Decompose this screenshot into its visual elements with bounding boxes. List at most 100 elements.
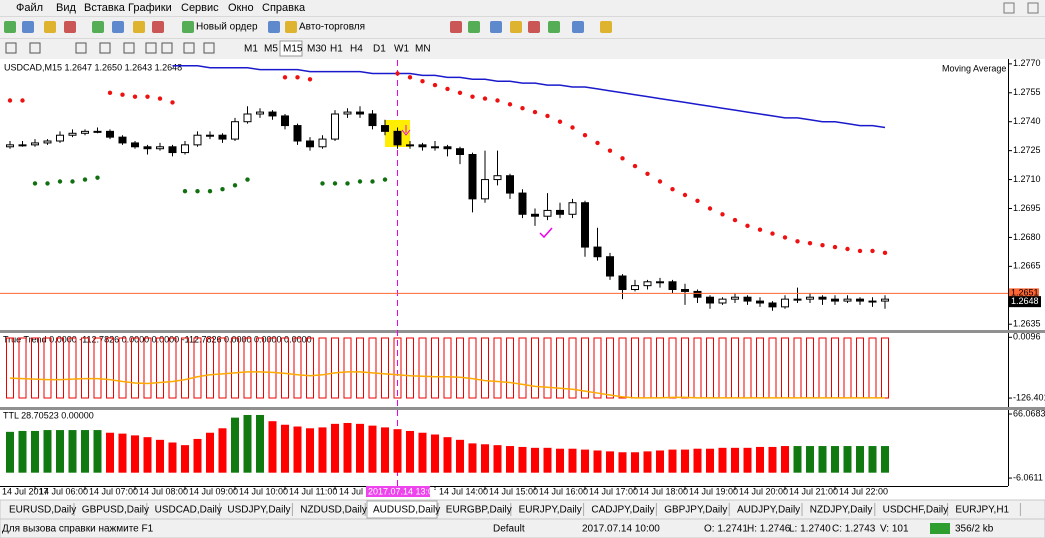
x-tick-label: 14 Jul 11:00	[289, 486, 337, 496]
candle-body	[131, 142, 139, 148]
ttl-bar	[756, 446, 764, 473]
ttl-bar	[518, 446, 527, 473]
y-tick-label: 1.2695	[1013, 203, 1041, 213]
x-tick-label: 14 Jul 06:00	[39, 486, 88, 496]
menu-item[interactable]: Сервис	[181, 2, 219, 14]
cursor-time-bg	[366, 486, 430, 497]
candle-body	[68, 132, 77, 136]
timeframe-button[interactable]: M5	[264, 44, 278, 55]
toolbar-icon[interactable]	[5, 42, 17, 54]
toolbar-icon[interactable]	[572, 21, 584, 33]
timeframe-button[interactable]: M15	[283, 44, 303, 55]
chart-tab[interactable]: NZDJPY,Daily	[810, 505, 873, 516]
chart-tab[interactable]: USDCAD,Daily	[155, 505, 222, 516]
toolbar-icon[interactable]	[510, 21, 522, 33]
sar-dot	[370, 179, 375, 184]
sell-arrow	[401, 125, 411, 136]
toolbar-icon[interactable]	[268, 21, 280, 33]
timeframe-button[interactable]: H1	[330, 44, 343, 55]
candle-body	[631, 285, 639, 290]
candle-body	[206, 134, 214, 137]
toolbar-icon[interactable]	[285, 21, 297, 33]
ttl-bar	[106, 432, 114, 473]
sar-dot	[520, 106, 525, 111]
toolbar-icon[interactable]	[133, 21, 145, 33]
candle-body	[218, 134, 227, 140]
chart-tab[interactable]: GBPJPY,Daily	[664, 505, 727, 516]
menu-item[interactable]: Вставка	[84, 2, 126, 14]
toolbar-icon[interactable]	[490, 21, 502, 33]
ttl-bar	[668, 449, 677, 473]
trend-bar	[281, 337, 289, 399]
toolbar-icon[interactable]	[22, 21, 34, 33]
timeframe-button[interactable]: M1	[244, 44, 258, 55]
toolbar-icon[interactable]	[528, 21, 540, 33]
chart-tab[interactable]: CADJPY,Daily	[591, 505, 654, 516]
trend-bar	[493, 337, 502, 399]
timeframe-button[interactable]: D1	[373, 44, 386, 55]
active-tab	[366, 500, 438, 519]
trend-bar	[556, 337, 564, 399]
toolbar-icon[interactable]	[99, 42, 111, 54]
chart-tab[interactable]: AUDUSD,Daily	[373, 505, 440, 516]
bid-label: 1.2648	[1011, 296, 1039, 306]
toolbar-icon[interactable]	[182, 21, 194, 33]
toolbar-icon[interactable]	[203, 42, 215, 54]
ttl-bar	[118, 433, 127, 473]
candle-body	[518, 192, 527, 215]
timeframe-button[interactable]: H4	[350, 44, 363, 55]
chart-tab[interactable]: NZDUSD,Daily	[300, 505, 367, 516]
menu-item[interactable]: Графики	[128, 2, 172, 14]
ttl-bar	[193, 438, 202, 473]
toolbar-icon[interactable]	[468, 21, 480, 33]
timeframe-button[interactable]: MN	[415, 44, 431, 55]
toolbar-icon[interactable]	[183, 42, 195, 54]
trend-bar	[481, 337, 489, 399]
toolbar-icon[interactable]	[450, 21, 462, 33]
sar-dot	[57, 179, 63, 184]
chart-tab[interactable]: EURJPY,Daily	[519, 505, 582, 516]
toolbar-icon[interactable]	[548, 21, 560, 33]
toolbar-icon[interactable]	[29, 42, 41, 54]
candle-body	[868, 300, 877, 303]
toolbar-icon[interactable]	[64, 21, 76, 33]
menu-item[interactable]: Вид	[56, 2, 76, 14]
sar-dot	[482, 96, 488, 101]
toolbar-icon[interactable]	[44, 21, 56, 33]
timeframe-button[interactable]: W1	[394, 44, 409, 55]
window-control[interactable]	[1027, 2, 1039, 14]
toolbar-icon[interactable]	[4, 21, 16, 33]
window-control[interactable]	[1003, 2, 1015, 14]
candle-body	[106, 130, 114, 138]
toolbar-icon[interactable]	[123, 42, 135, 54]
sar-dot	[132, 94, 138, 99]
toolbar-icon[interactable]	[92, 21, 104, 33]
chart-tab[interactable]: USDCHF,Daily	[883, 505, 949, 516]
menu-item[interactable]: Файл	[16, 2, 43, 14]
sar-dot	[782, 235, 788, 240]
toolbar-icon[interactable]	[75, 42, 87, 54]
menu-item[interactable]: Окно	[228, 2, 254, 14]
ttl-bar	[868, 446, 877, 473]
chart-tab[interactable]: AUDJPY,Daily	[737, 505, 800, 516]
toolbar-icon[interactable]	[145, 42, 157, 54]
toolbar-icon[interactable]	[112, 21, 124, 33]
menu-item[interactable]: Справка	[262, 2, 306, 14]
trend-bar	[56, 337, 64, 399]
toolbar-icon[interactable]	[161, 42, 173, 54]
toolbar-icon[interactable]	[600, 21, 612, 33]
indicator-label: TTL 28.70523 0.00000	[3, 410, 94, 420]
chart-tab[interactable]: GBPUSD,Daily	[82, 505, 149, 516]
candle-body	[281, 115, 289, 127]
new-order-button[interactable]: Новый ордер	[196, 22, 258, 33]
timeframe-button[interactable]: M30	[307, 44, 327, 55]
chart-tab[interactable]: EURUSD,Daily	[9, 505, 76, 516]
chart-tab[interactable]: EURJPY,H1	[955, 505, 1009, 516]
ttl-bar	[418, 432, 427, 473]
toolbar-icon[interactable]	[152, 21, 164, 33]
auto-trading-button[interactable]: Авто-торговля	[299, 22, 365, 33]
trend-bar	[406, 337, 414, 399]
chart-tab[interactable]: USDJPY,Daily	[227, 505, 290, 516]
chart-tab[interactable]: EURGBP,Daily	[446, 505, 512, 516]
ttl-bar	[781, 446, 789, 473]
